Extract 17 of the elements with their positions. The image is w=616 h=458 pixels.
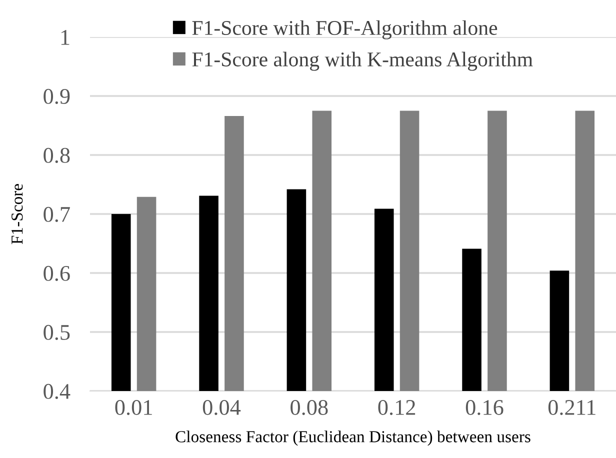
x-tick-label: 0.01 — [115, 400, 152, 416]
legend-label: F1-Score with FOF-Algorithm alone — [192, 20, 498, 40]
x-tick-label: 0.16 — [466, 400, 504, 416]
legend-label: F1-Score along with K-means Algorithm — [192, 52, 533, 71]
y-tick-label: 0.7 — [44, 206, 70, 222]
x-axis-title: Closeness Factor (Euclidean Distance) between users — [176, 430, 530, 446]
x-tick-label: 0.08 — [290, 400, 328, 416]
y-tick-label: 0.8 — [44, 148, 70, 164]
y-tick-label: 0.9 — [44, 88, 70, 104]
x-tick-label: 0.211 — [548, 400, 596, 416]
y-tick-label: 0.6 — [44, 266, 70, 282]
x-tick-label: 0.12 — [378, 400, 416, 416]
y-tick-label: 0.5 — [44, 324, 70, 340]
y-tick-label: 0.4 — [44, 384, 70, 400]
x-tick-label: 0.04 — [202, 400, 241, 416]
y-axis-title: F1-Score — [12, 184, 23, 244]
y-tick-label: 1 — [61, 30, 70, 45]
